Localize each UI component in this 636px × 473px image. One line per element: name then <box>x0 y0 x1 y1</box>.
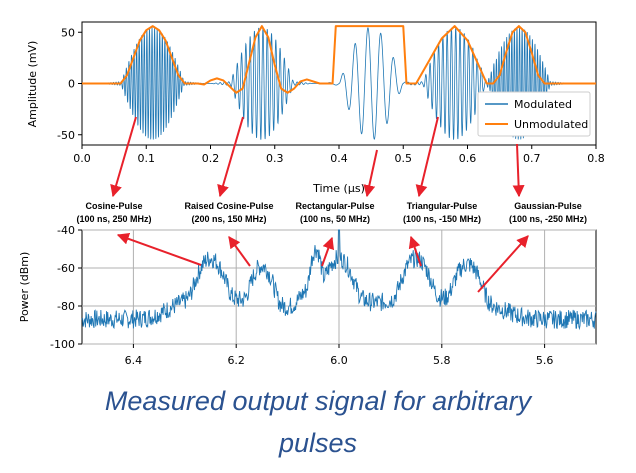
spectrum-x-tick-label: 5.6 <box>536 354 554 367</box>
spectrum-x-ticks: 6.4 6.2 6.0 5.8 5.6 <box>125 344 554 367</box>
pulse-label-cosine: Cosine-Pulse <box>85 201 142 211</box>
arrow-triangular-bottom <box>408 235 422 267</box>
pulse-label-gaussian: Gaussian-Pulse <box>514 201 582 211</box>
arrow-rectangular-bottom <box>321 236 335 267</box>
time-x-tick-label: 0.0 <box>73 152 91 165</box>
legend-label-modulated: Modulated <box>514 98 572 111</box>
spectrum-y-tick-label: -60 <box>57 262 75 275</box>
spectrum-plot-area <box>81 229 597 345</box>
arrow-cosine-top <box>110 116 137 198</box>
time-y-label: Amplitude (mV) <box>26 41 39 128</box>
time-x-tick-label: 0.8 <box>587 152 605 165</box>
figure: 0.0 0.1 0.2 0.3 0.4 0.5 0.6 0.7 0.8 50 0 -50 Time … <box>18 21 605 367</box>
arrow-cosine-bottom <box>116 233 202 266</box>
time-x-tick-label: 0.6 <box>459 152 477 165</box>
pulse-label-triangular: Triangular-Pulse <box>407 201 478 211</box>
time-y-ticks: 50 0 -50 <box>57 26 82 142</box>
time-plot: 0.0 0.1 0.2 0.3 0.4 0.5 0.6 0.7 0.8 50 0 -50 Time … <box>26 21 605 195</box>
pulse-params-cosine: (100 ns, 250 MHz) <box>76 214 151 224</box>
spectrum-x-tick-label: 6.0 <box>330 354 348 367</box>
legend: Modulated Unmodulated <box>477 91 591 137</box>
spectrum-x-tick-label: 6.4 <box>125 354 143 367</box>
caption-line-1: Measured output signal for arbitrary <box>104 386 532 416</box>
time-y-tick-label: 50 <box>61 26 75 39</box>
arrow-raised-cosine-top <box>217 116 244 198</box>
arrow-raised-cosine-bottom <box>228 236 251 267</box>
figure-caption: Measured output signal for arbitrary pul… <box>0 380 636 464</box>
time-x-tick-label: 0.1 <box>138 152 156 165</box>
arrow-gaussian-top <box>512 143 525 198</box>
pulse-label-rectangular: Rectangular-Pulse <box>295 201 374 211</box>
spectrum-series-line <box>81 229 597 331</box>
spectrum-plot: 6.4 6.2 6.0 5.8 5.6 -40 -60 -80 -100 Power (dBm… <box>18 224 597 367</box>
spectrum-y-label: Power (dBm) <box>18 252 31 323</box>
arrow-triangular-top <box>415 116 439 198</box>
pulse-params-rectangular: (100 ns, 50 MHz) <box>300 214 370 224</box>
pulse-label-raised-cosine: Raised Cosine-Pulse <box>184 201 273 211</box>
time-y-tick-label: -50 <box>57 129 75 142</box>
pulse-labels: Cosine-Pulse (100 ns, 250 MHz) Raised Co… <box>76 201 587 224</box>
time-x-tick-label: 0.2 <box>202 152 220 165</box>
spectrum-x-tick-label: 5.8 <box>433 354 451 367</box>
time-x-tick-label: 0.5 <box>395 152 413 165</box>
legend-label-unmodulated: Unmodulated <box>514 118 588 131</box>
caption-line-2: pulses <box>278 428 358 458</box>
time-x-ticks: 0.0 0.1 0.2 0.3 0.4 0.5 0.6 0.7 0.8 <box>73 145 605 165</box>
arrow-rectangular-top <box>363 149 378 198</box>
arrow-gaussian-bottom <box>477 235 529 293</box>
annotation-arrows <box>110 116 529 293</box>
spectrum-y-tick-label: -80 <box>57 300 75 313</box>
pulse-params-gaussian: (100 ns, -250 MHz) <box>509 214 587 224</box>
pulse-params-raised-cosine: (200 ns, 150 MHz) <box>191 214 266 224</box>
spectrum-y-ticks: -40 -60 -80 -100 <box>50 224 82 351</box>
spectrum-x-tick-label: 6.2 <box>227 354 245 367</box>
pulse-params-triangular: (100 ns, -150 MHz) <box>403 214 481 224</box>
spectrum-y-tick-label: -100 <box>50 338 75 351</box>
time-x-tick-label: 0.7 <box>523 152 541 165</box>
time-x-tick-label: 0.3 <box>266 152 284 165</box>
time-x-tick-label: 0.4 <box>330 152 348 165</box>
unmodulated-series-line <box>82 25 596 94</box>
spectrum-y-tick-label: -40 <box>57 224 75 237</box>
time-x-label: Time (µs) <box>312 182 365 195</box>
time-y-tick-label: 0 <box>68 78 75 91</box>
